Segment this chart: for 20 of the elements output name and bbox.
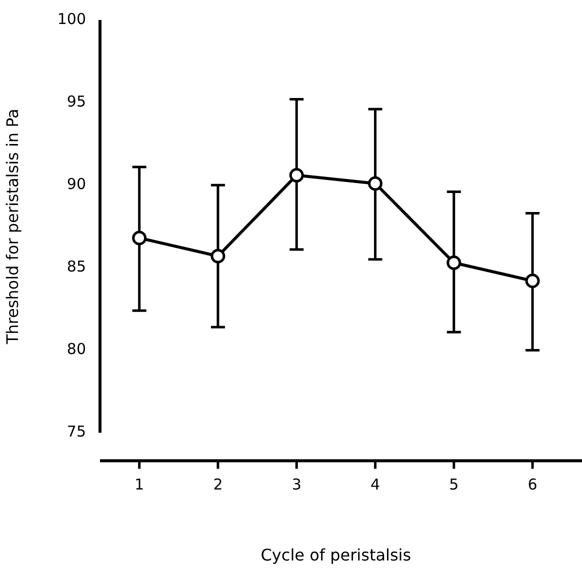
y-tick-label: 90	[66, 175, 86, 194]
y-tick-label: 80	[66, 340, 86, 358]
y-tick-label: 95	[66, 92, 86, 110]
x-tick-label: 2	[213, 476, 223, 494]
y-tick-label: 75	[66, 422, 86, 441]
x-axis-title: Cycle of peristalsis	[260, 546, 412, 565]
x-tick-label: 4	[370, 476, 380, 494]
point	[210, 248, 226, 264]
point	[368, 176, 382, 191]
y-tick-label: 100	[57, 10, 86, 28]
point	[289, 168, 304, 182]
x-tick-label: 1	[134, 476, 144, 494]
point	[525, 274, 540, 288]
y-tick-label: 85	[66, 258, 86, 276]
point	[132, 230, 147, 246]
x-tick-label: 3	[292, 476, 302, 494]
x-tick-label: 5	[449, 476, 459, 494]
y-axis-title: Threshold for peristalsis in Pa	[2, 108, 22, 346]
point	[446, 255, 462, 270]
x-tick-label: 6	[528, 476, 538, 494]
